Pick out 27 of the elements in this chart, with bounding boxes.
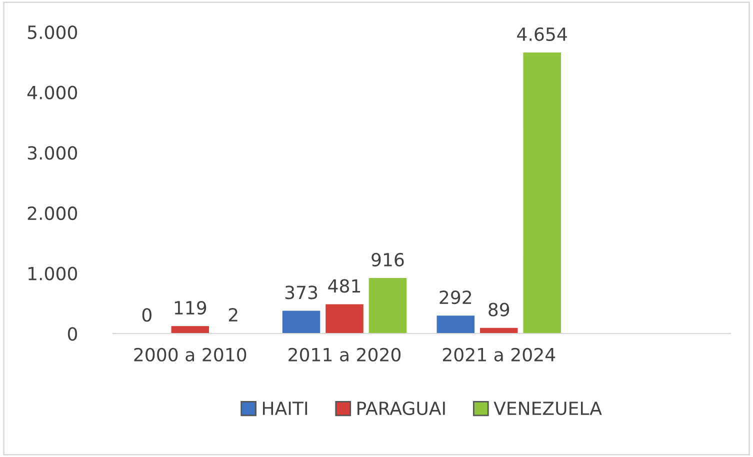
y-tick-label: 3.000 xyxy=(28,146,78,160)
y-tick-label: 0 xyxy=(68,327,78,341)
bar xyxy=(523,52,561,334)
bar xyxy=(436,316,475,334)
x-tick-label: 2011 a 2020 xyxy=(288,348,401,362)
bar xyxy=(282,310,320,334)
bar xyxy=(326,304,364,334)
data-label: 373 xyxy=(285,286,318,300)
legend-label: VENEZUELA xyxy=(494,402,602,416)
x-tick-label: 2000 a 2010 xyxy=(134,348,246,362)
data-label: 481 xyxy=(328,279,360,293)
data-label: 0 xyxy=(142,308,152,322)
y-tick-label: 1.000 xyxy=(28,266,78,280)
data-label: 916 xyxy=(372,252,404,267)
x-tick-label: 2021 a 2024 xyxy=(442,348,556,362)
legend-label: HAITI xyxy=(262,402,308,415)
bar xyxy=(171,326,210,334)
data-label: 2 xyxy=(228,308,238,322)
data-label: 292 xyxy=(440,290,472,304)
legend-label: PARAGUAI xyxy=(358,401,445,416)
bar xyxy=(368,278,407,334)
data-label: 119 xyxy=(174,300,206,315)
y-tick-label: 5.000 xyxy=(28,25,78,40)
data-label: 89 xyxy=(488,302,510,316)
y-tick-label: 2.000 xyxy=(28,206,78,220)
y-tick-label: 4.000 xyxy=(27,86,78,100)
data-label: 4.654 xyxy=(517,27,567,42)
